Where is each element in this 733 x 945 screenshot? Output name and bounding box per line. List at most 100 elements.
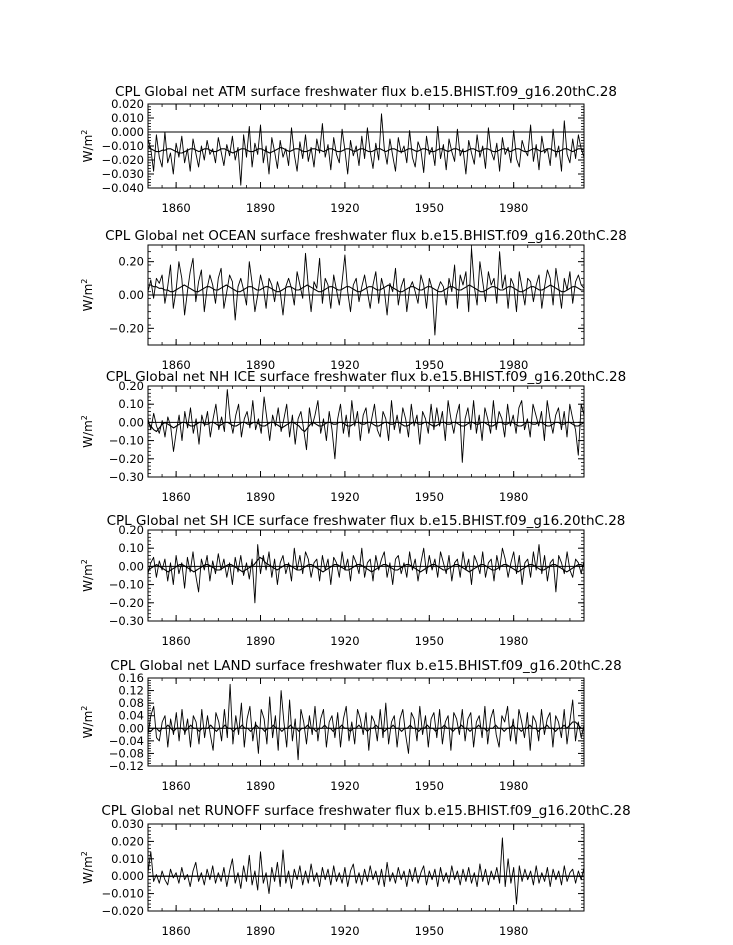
x-tick-label: 1980: [499, 201, 528, 215]
y-tick-label: −0.12: [109, 759, 144, 773]
y-axis-label-superscript: 2: [80, 559, 89, 564]
y-axis-label: W/m2: [80, 130, 95, 163]
y-tick-label: −0.20: [109, 596, 144, 610]
x-tick-label: 1950: [415, 490, 444, 504]
y-tick-label: 0.12: [118, 684, 144, 698]
x-tick-label: 1920: [330, 634, 359, 648]
y-tick-label: −0.08: [109, 746, 144, 760]
y-axis-label: W/m2: [80, 279, 95, 312]
chart-panel-5: CPL Global net LAND surface freshwater f…: [80, 658, 622, 793]
y-tick-label: 0.020: [111, 97, 144, 111]
y-axis-label-text: W/m: [81, 564, 95, 592]
y-axis-label-text: W/m: [81, 711, 95, 739]
y-tick-label: −0.04: [109, 734, 144, 748]
y-axis-label-superscript: 2: [80, 851, 89, 856]
y-tick-label: −0.020: [101, 153, 144, 167]
y-axis-label: W/m2: [80, 415, 95, 448]
y-tick-label: −0.20: [109, 321, 144, 335]
series-line-1: [147, 544, 585, 604]
y-tick-label: −0.010: [101, 887, 144, 901]
series-line-1: [147, 837, 585, 905]
y-axis-label-superscript: 2: [80, 130, 89, 135]
x-tick-label: 1980: [499, 924, 528, 938]
x-tick-label: 1980: [499, 634, 528, 648]
x-tick-label: 1890: [246, 358, 275, 372]
x-tick-label: 1980: [499, 490, 528, 504]
plot-frame: [147, 529, 585, 622]
y-tick-label: 0.010: [111, 852, 144, 866]
y-tick-label: 0.010: [111, 111, 144, 125]
y-tick-label: 0.020: [111, 834, 144, 848]
y-tick-label: 0.16: [118, 671, 144, 685]
series-line-2: [147, 421, 585, 433]
y-tick-label: −0.020: [101, 904, 144, 918]
chart-title: CPL Global net SH ICE surface freshwater…: [107, 513, 626, 529]
plot-frame: [147, 677, 585, 767]
x-tick-label: 1950: [415, 358, 444, 372]
x-tick-label: 1860: [161, 634, 190, 648]
y-tick-label: 0.20: [118, 379, 144, 393]
x-tick-label: 1980: [499, 358, 528, 372]
x-tick-label: 1860: [161, 201, 190, 215]
chart-title: CPL Global net LAND surface freshwater f…: [110, 658, 621, 674]
y-tick-label: 0.030: [111, 817, 144, 831]
chart-title: CPL Global net OCEAN surface freshwater …: [105, 228, 627, 244]
series-line-2: [148, 721, 584, 732]
x-tick-label: 1860: [161, 779, 190, 793]
x-tick-label: 1890: [246, 634, 275, 648]
y-axis-label-text: W/m: [81, 135, 95, 163]
y-tick-label: 0.000: [111, 869, 144, 883]
series-line-2: [147, 556, 585, 573]
y-tick-label: −0.10: [109, 578, 144, 592]
x-tick-label: 1890: [246, 201, 275, 215]
x-tick-label: 1920: [330, 779, 359, 793]
y-axis-label-text: W/m: [81, 284, 95, 312]
y-axis-label-superscript: 2: [80, 706, 89, 711]
y-axis-label-text: W/m: [81, 856, 95, 884]
x-tick-label: 1950: [415, 924, 444, 938]
y-tick-label: 0.00: [118, 559, 144, 573]
chart-panel-1: CPL Global net ATM surface freshwater fl…: [80, 84, 617, 215]
chart-title: CPL Global net NH ICE surface freshwater…: [106, 369, 626, 385]
x-tick-label: 1950: [415, 634, 444, 648]
y-tick-label: −0.030: [101, 167, 144, 181]
chart-panel-2: CPL Global net OCEAN surface freshwater …: [80, 228, 627, 372]
x-tick-label: 1860: [161, 490, 190, 504]
y-axis-label: W/m2: [80, 706, 95, 739]
y-tick-label: −0.30: [109, 470, 144, 484]
series-line-1: [147, 683, 585, 761]
y-axis-label: W/m2: [80, 559, 95, 592]
y-tick-label: 0.10: [118, 397, 144, 411]
chart-title: CPL Global net ATM surface freshwater fl…: [115, 84, 617, 100]
y-tick-label: 0.20: [118, 255, 144, 269]
chart-panel-6: CPL Global net RUNOFF surface freshwater…: [80, 803, 631, 938]
chart-title: CPL Global net RUNOFF surface freshwater…: [101, 803, 630, 819]
series-line-2: [148, 284, 584, 293]
x-tick-label: 1920: [330, 358, 359, 372]
series-line-2: [147, 145, 585, 154]
y-axis-label-superscript: 2: [80, 279, 89, 284]
y-tick-label: 0.00: [118, 288, 144, 302]
series-line-1: [147, 247, 585, 336]
x-tick-label: 1890: [246, 779, 275, 793]
series-line-1: [147, 113, 585, 186]
x-tick-label: 1950: [415, 779, 444, 793]
x-tick-label: 1920: [330, 201, 359, 215]
y-tick-label: −0.040: [101, 181, 144, 195]
y-tick-label: 0.000: [111, 125, 144, 139]
chart-panel-4: CPL Global net SH ICE surface freshwater…: [80, 513, 625, 648]
y-tick-label: 0.20: [118, 523, 144, 537]
x-tick-label: 1920: [330, 924, 359, 938]
y-tick-label: 0.00: [118, 721, 144, 735]
y-tick-label: 0.10: [118, 541, 144, 555]
y-tick-label: −0.10: [109, 434, 144, 448]
y-tick-label: 0.04: [118, 709, 144, 723]
y-axis-label-superscript: 2: [80, 415, 89, 420]
x-tick-label: 1860: [161, 358, 190, 372]
y-tick-label: −0.30: [109, 614, 144, 628]
x-tick-label: 1890: [246, 490, 275, 504]
x-tick-label: 1950: [415, 201, 444, 215]
y-tick-label: −0.20: [109, 452, 144, 466]
x-tick-label: 1890: [246, 924, 275, 938]
